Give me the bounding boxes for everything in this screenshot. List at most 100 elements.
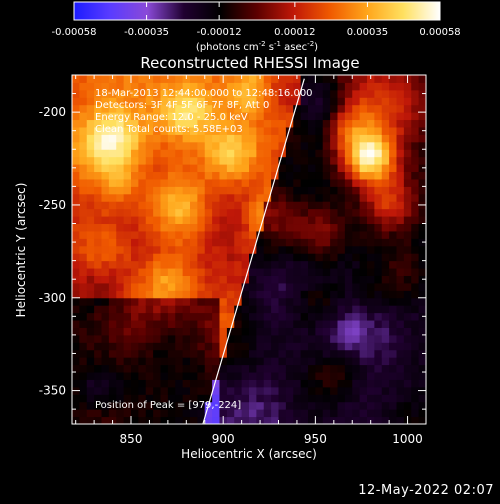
heatmap-cell	[190, 290, 198, 299]
heatmap-cell	[249, 401, 257, 410]
heatmap-cell	[160, 401, 169, 410]
heatmap-cell	[249, 75, 257, 83]
heatmap-cell	[367, 201, 375, 210]
heatmap-cell	[116, 282, 125, 291]
heatmap-cell	[249, 82, 257, 91]
heatmap-cell	[241, 89, 250, 98]
heatmap-cell	[315, 164, 324, 173]
heatmap-cell	[190, 394, 198, 403]
heatmap-cell	[381, 401, 390, 410]
heatmap-cell	[330, 97, 338, 106]
heatmap-cell	[374, 282, 383, 291]
heatmap-cell	[403, 327, 412, 336]
heatmap-cell	[396, 364, 405, 373]
heatmap-cell	[190, 357, 198, 366]
heatmap-cell	[160, 149, 169, 158]
heatmap-cell	[278, 201, 287, 210]
x-tick-label: 950	[304, 432, 327, 446]
heatmap-cell	[219, 297, 228, 306]
heatmap-cell	[153, 141, 161, 150]
heatmap-cell	[138, 334, 147, 343]
timestamp: 12-May-2022 02:07	[358, 483, 494, 498]
heatmap-cell	[389, 134, 397, 143]
heatmap-cell	[212, 208, 220, 217]
heatmap-cell	[101, 416, 110, 424]
heatmap-cell	[138, 290, 147, 299]
heatmap-cell	[86, 282, 95, 291]
heatmap-cell	[219, 89, 228, 98]
heatmap-cell	[116, 364, 125, 373]
heatmap-cell	[234, 112, 243, 121]
heatmap-cell	[145, 342, 154, 351]
heatmap-cell	[403, 223, 412, 232]
heatmap-cell	[330, 386, 338, 395]
heatmap-cell	[300, 208, 309, 217]
heatmap-cell	[263, 97, 272, 106]
heatmap-cell	[315, 119, 324, 128]
heatmap-cell	[72, 282, 80, 291]
heatmap-cell	[418, 104, 426, 113]
heatmap-cell	[131, 149, 139, 158]
colorbar-tick-label: 0.00058	[419, 27, 460, 38]
heatmap-cell	[123, 126, 132, 135]
heatmap-cell	[256, 119, 265, 128]
heatmap-cell	[212, 401, 220, 410]
heatmap-cell	[278, 282, 287, 291]
heatmap-cell	[226, 357, 235, 366]
heatmap-cell	[131, 282, 139, 291]
heatmap-cell	[101, 193, 110, 202]
heatmap-cell	[367, 320, 375, 328]
heatmap-cell	[256, 253, 265, 262]
heatmap-cell	[226, 104, 235, 113]
heatmap-cell	[263, 409, 272, 418]
heatmap-cell	[131, 82, 139, 91]
heatmap-cell	[160, 372, 169, 380]
heatmap-cell	[256, 82, 265, 91]
heatmap-cell	[278, 320, 287, 328]
heatmap-cell	[72, 149, 80, 158]
heatmap-cell	[285, 327, 294, 336]
heatmap-cell	[293, 186, 302, 195]
heatmap-cell	[116, 409, 125, 418]
heatmap-cell	[123, 290, 132, 299]
solar-limb-line	[202, 78, 305, 424]
heatmap-cell	[79, 372, 88, 380]
heatmap-cell	[153, 230, 161, 239]
heatmap-cell	[278, 134, 287, 143]
heatmap-cell	[367, 401, 375, 410]
heatmap-cell	[108, 342, 117, 351]
heatmap-cell	[285, 268, 294, 276]
heatmap-cell	[403, 126, 412, 135]
heatmap-cell	[300, 379, 309, 388]
heatmap-cell	[234, 349, 243, 358]
heatmap-cell	[182, 245, 191, 254]
heatmap-cell	[108, 305, 117, 314]
heatmap-cell	[116, 201, 125, 210]
heatmap-cell	[300, 186, 309, 195]
heatmap-cell	[367, 208, 375, 217]
info-line: Detectors: 3F 4F 5F 6F 7F 8F, Att 0	[95, 100, 269, 111]
heatmap-cell	[271, 312, 279, 321]
heatmap-cell	[263, 268, 272, 276]
heatmap-cell	[241, 290, 250, 299]
heatmap-cell	[278, 223, 287, 232]
heatmap-cell	[411, 320, 420, 328]
heatmap-cell	[381, 141, 390, 150]
heatmap-cell	[197, 193, 206, 202]
heatmap-cell	[212, 126, 220, 135]
heatmap-cell	[182, 260, 191, 269]
heatmap-cell	[204, 149, 213, 158]
heatmap-cell	[131, 349, 139, 358]
heatmap-cell	[403, 178, 412, 187]
heatmap-cell	[256, 126, 265, 135]
heatmap-cell	[337, 238, 346, 247]
heatmap-cell	[108, 186, 117, 195]
heatmap-cell	[145, 223, 154, 232]
heatmap-cell	[204, 260, 213, 269]
heatmap-cell	[108, 386, 117, 395]
heatmap-cell	[411, 253, 420, 262]
heatmap-cell	[359, 223, 368, 232]
heatmap-cell	[381, 327, 390, 336]
heatmap-cell	[271, 201, 279, 210]
heatmap-cell	[160, 312, 169, 321]
